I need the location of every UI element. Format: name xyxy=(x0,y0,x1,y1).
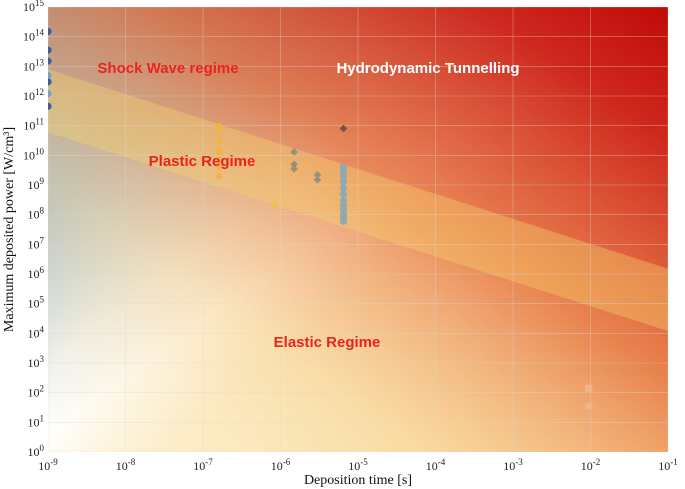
data-point-circle xyxy=(339,163,348,171)
x-tick-label: 10-6 xyxy=(271,457,291,473)
x-tick-label: 10-7 xyxy=(193,457,213,473)
data-point-diamond xyxy=(313,171,322,179)
y-tick-label: 108 xyxy=(28,206,45,222)
y-tick-label: 107 xyxy=(28,235,45,251)
data-point-diamond xyxy=(215,126,223,135)
data-point-diamond xyxy=(290,160,298,169)
data-point-diamond xyxy=(290,148,298,156)
data-point-circle xyxy=(339,172,348,180)
x-tick-label: 10-9 xyxy=(38,457,58,473)
data-point-circle xyxy=(339,217,348,225)
y-tick-label: 1013 xyxy=(23,57,45,73)
x-axis-ticks: 10-9 10-8 10-7 10-6 10-5 10-4 10-3 10-2 10-1 xyxy=(38,457,678,473)
region-label: Plastic Regime xyxy=(149,153,256,170)
data-point-circle xyxy=(48,27,52,36)
data-markers xyxy=(48,27,593,410)
data-point-square xyxy=(585,384,593,392)
x-tick-label: 10-3 xyxy=(503,457,523,473)
data-point-circle xyxy=(48,90,52,98)
x-tick-label: 10-5 xyxy=(348,457,368,473)
data-point-circle xyxy=(48,102,52,110)
data-point-diamond xyxy=(215,156,223,164)
data-point-circle xyxy=(48,57,52,65)
data-point-diamond xyxy=(215,148,223,156)
y-tick-label: 105 xyxy=(28,295,45,311)
x-tick-label: 10-1 xyxy=(658,457,678,473)
y-tick-label: 1011 xyxy=(23,117,44,133)
data-point-square xyxy=(585,402,593,410)
region-labels: Shock Wave regime Hydrodynamic Tunnelling… xyxy=(97,60,519,351)
y-tick-label: 100 xyxy=(28,443,45,459)
data-point-circle xyxy=(339,178,348,186)
y-tick-label: 106 xyxy=(28,265,45,281)
y-tick-label: 101 xyxy=(28,413,45,429)
y-tick-label: 103 xyxy=(28,354,45,370)
region-label: Shock Wave regime xyxy=(97,60,238,77)
data-point-diamond xyxy=(290,165,298,173)
data-point-diamond xyxy=(215,137,223,145)
x-tick-label: 10-8 xyxy=(116,457,136,473)
y-tick-label: 109 xyxy=(28,176,45,192)
region-label: Elastic Regime xyxy=(274,334,381,351)
data-point-circle xyxy=(339,190,348,198)
data-point-diamond xyxy=(271,200,279,209)
y-tick-label: 1014 xyxy=(23,28,45,44)
data-point-circle xyxy=(48,46,52,54)
y-tick-label: 1012 xyxy=(23,87,44,103)
data-point-circle xyxy=(339,184,348,192)
data-point-circle xyxy=(339,196,348,205)
y-tick-label: 102 xyxy=(28,384,45,400)
region-label: Hydrodynamic Tunnelling xyxy=(336,60,519,77)
data-point-diamond xyxy=(313,175,322,184)
data-point-diamond xyxy=(215,121,223,130)
data-point-circle xyxy=(48,78,52,86)
y-axis-ticks: 100 101 102 103 104 105 106 107 108 109 1010 1011 10… xyxy=(23,0,45,459)
x-tick-label: 10-4 xyxy=(426,457,446,473)
y-tick-label: 104 xyxy=(28,324,45,340)
y-tick-label: 1015 xyxy=(23,0,45,14)
x-tick-label: 10-2 xyxy=(581,457,601,473)
data-point-circle xyxy=(48,71,52,79)
data-point-circle xyxy=(339,205,348,214)
x-axis-title: Deposition time [s] xyxy=(304,473,412,488)
y-axis-title: Maximum deposited power [W/cm³] xyxy=(2,127,17,332)
data-point-diamond xyxy=(215,163,223,171)
data-point-diamond xyxy=(339,124,348,133)
y-tick-label: 1010 xyxy=(23,146,45,162)
grid-lines xyxy=(48,7,668,452)
data-point-diamond xyxy=(215,172,223,180)
